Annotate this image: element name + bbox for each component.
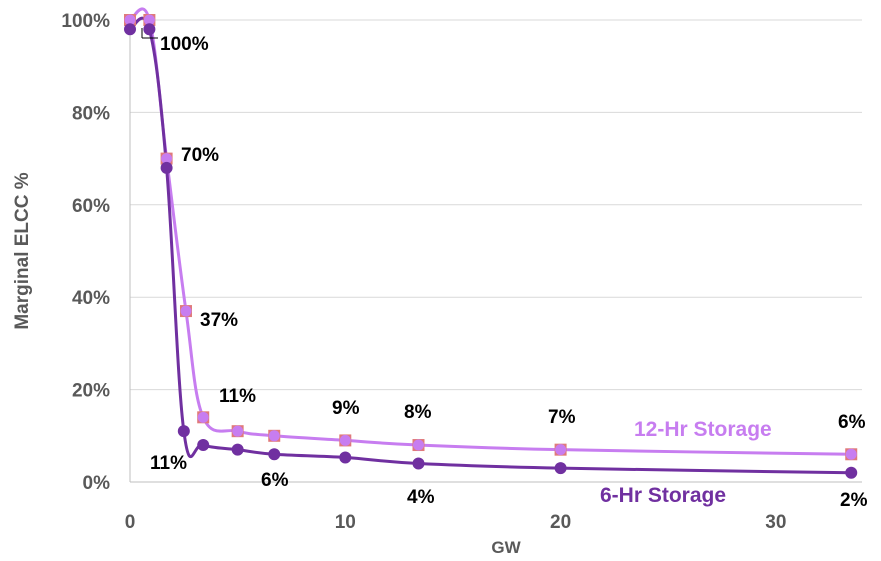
data-point [412,457,425,470]
data-label: 4% [407,487,435,508]
data-point [143,14,155,26]
data-point [124,23,136,36]
data-point [554,462,567,475]
x-tick-label: 0 [125,512,136,533]
data-point [197,411,209,423]
x-tick-label: 20 [550,512,571,533]
data-point [339,451,352,464]
series-label-6hr: 6-Hr Storage [600,484,726,507]
data-label: 8% [404,402,432,423]
x-tick-label: 30 [765,512,786,533]
data-point [124,14,136,26]
y-tick-labels: 0% 20% 40% 60% 80% 100% [61,11,110,494]
data-point [197,439,210,452]
series-markers [124,14,858,479]
data-point [177,425,190,438]
data-label: 7% [548,407,576,428]
data-label: 6% [261,470,289,491]
data-point [268,448,281,461]
data-label: 11% [150,453,187,474]
data-point [845,466,858,479]
gridlines [130,19,862,391]
x-axis-title: GW [491,538,521,557]
x-tick-label: 10 [335,512,356,533]
data-label: 11% [219,386,256,407]
data-point [339,434,351,446]
data-label: 9% [332,398,360,419]
data-point [268,430,280,442]
data-point [412,439,424,451]
data-label: 100% [160,34,209,55]
data-point [160,161,173,174]
data-point [161,153,173,165]
y-tick-label: 80% [72,103,110,124]
y-tick-label: 0% [83,473,111,494]
data-point [845,448,857,460]
x-tick-labels: 0 10 20 30 [125,512,787,533]
series-label-12hr: 12-Hr Storage [634,418,772,441]
y-tick-label: 60% [72,196,110,217]
data-label: 37% [200,310,238,331]
data-point [180,305,192,317]
y-axis-title: Marginal ELCC % [12,172,33,329]
data-label: 2% [840,490,868,511]
data-point [555,444,567,456]
y-tick-label: 100% [61,11,110,32]
data-point [231,443,244,456]
data-point [232,425,244,437]
y-tick-label: 40% [72,288,110,309]
y-tick-label: 20% [72,381,110,402]
data-label: 70% [181,145,219,166]
data-point [143,23,156,36]
data-label: 6% [838,412,866,433]
